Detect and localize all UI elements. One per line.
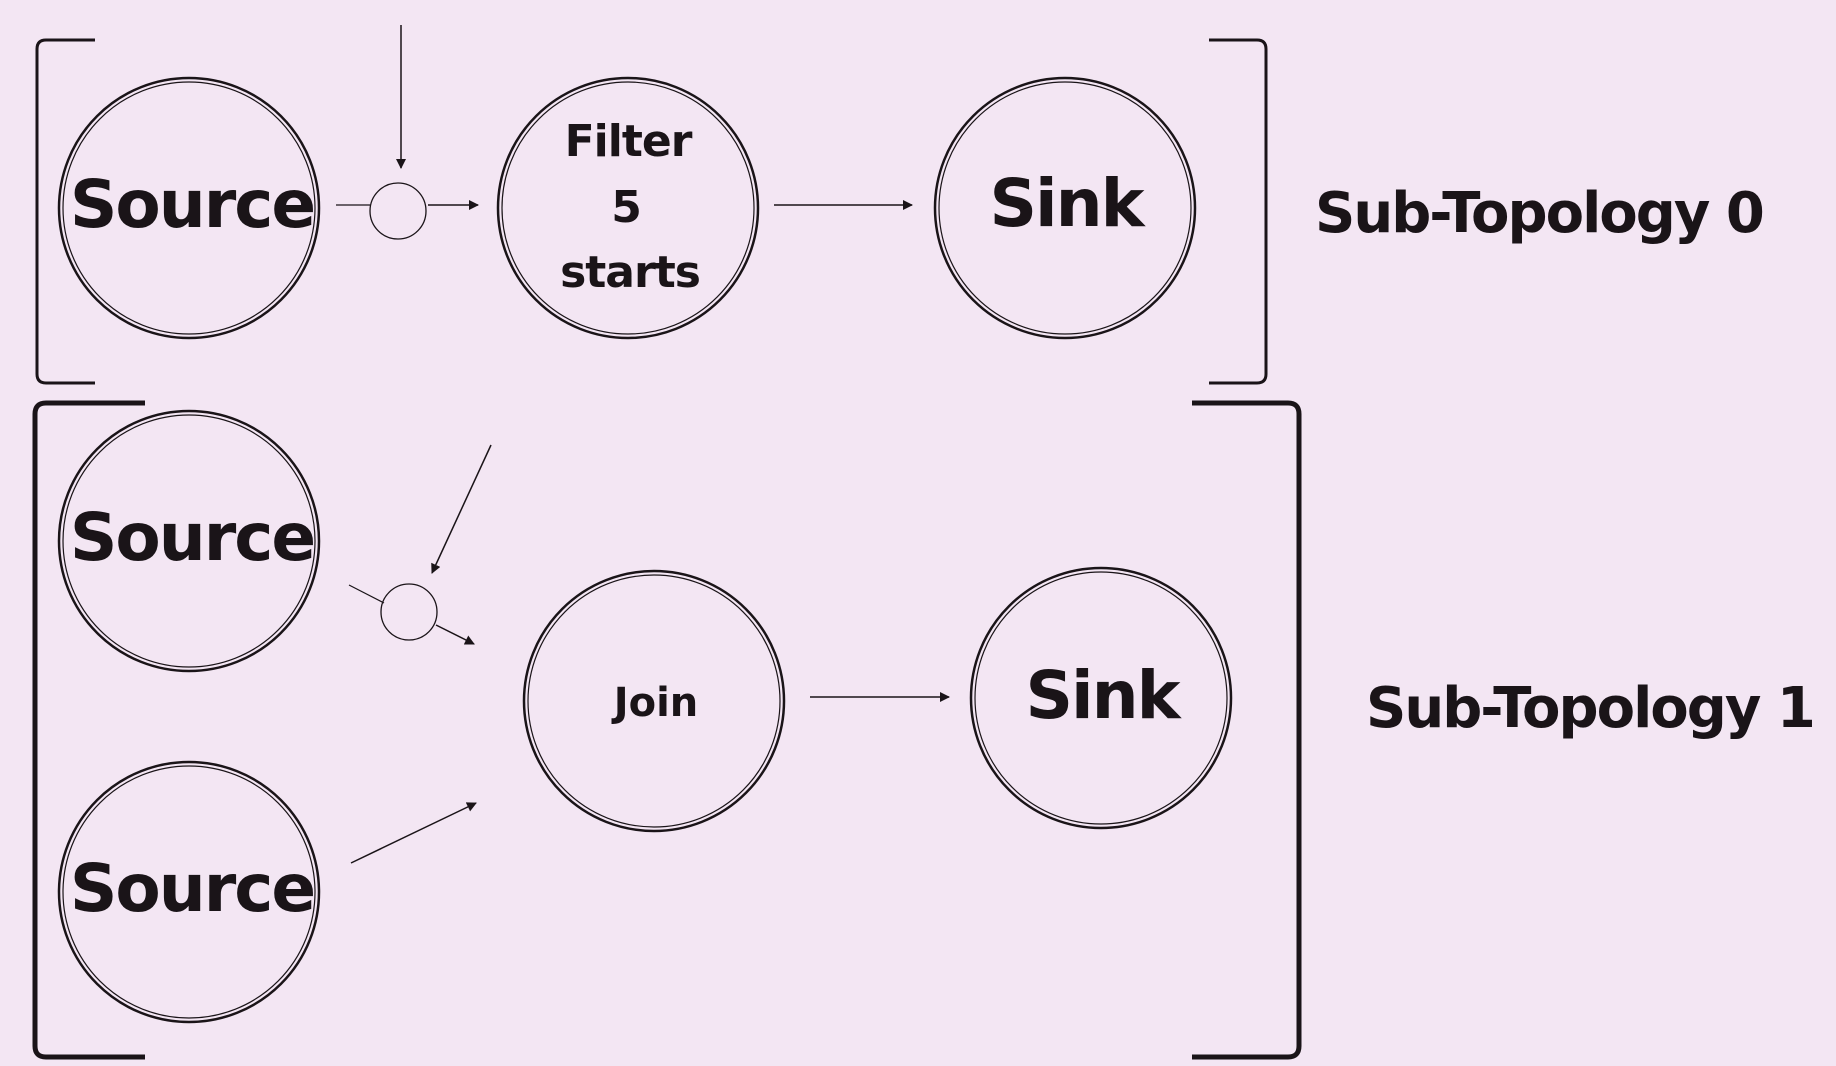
sub-topology-0-label: Sub-Topology 0 [1315, 181, 1763, 246]
edge-junction-to-join [435, 624, 475, 645]
join-node[interactable]: Join [522, 569, 786, 833]
sub-topology-1: Source Source Join Sink [32, 400, 1816, 1060]
filter-node-label-line1: Filter [565, 116, 693, 167]
sink-node-1[interactable]: Sink [969, 566, 1233, 830]
sink-node-1-label: Sink [1025, 657, 1182, 734]
junction-node-1 [380, 583, 438, 641]
edge-source-top-to-junction [348, 584, 385, 604]
junction-node-0 [369, 182, 427, 240]
source-node-0[interactable]: Source [57, 76, 321, 340]
filter-node-label-line2: 5 [611, 182, 641, 233]
filter-node[interactable]: Filter 5 starts [496, 76, 760, 340]
source-node-1-bottom-label: Source [70, 850, 314, 927]
join-node-label: Join [611, 680, 699, 726]
sink-node-0-label: Sink [989, 165, 1146, 242]
source-node-1-top-label: Source [70, 499, 314, 576]
sink-node-0[interactable]: Sink [933, 76, 1197, 340]
bracket-right-1 [1192, 400, 1302, 1060]
source-node-1-bottom[interactable]: Source [57, 760, 321, 1024]
sub-topology-1-label: Sub-Topology 1 [1366, 676, 1814, 741]
bracket-left-1 [32, 400, 145, 1060]
source-node-0-label: Source [70, 166, 314, 243]
filter-node-label-line3: starts [560, 247, 700, 298]
bracket-right-0 [1209, 38, 1268, 385]
input-arrow-1 [431, 444, 492, 574]
bracket-left-0 [35, 38, 95, 385]
sub-topology-0: Source Filter 5 starts Sink Sub-Topology… [35, 25, 1765, 385]
edge-source-bottom-to-join [350, 802, 477, 864]
source-node-1-top[interactable]: Source [57, 409, 321, 673]
